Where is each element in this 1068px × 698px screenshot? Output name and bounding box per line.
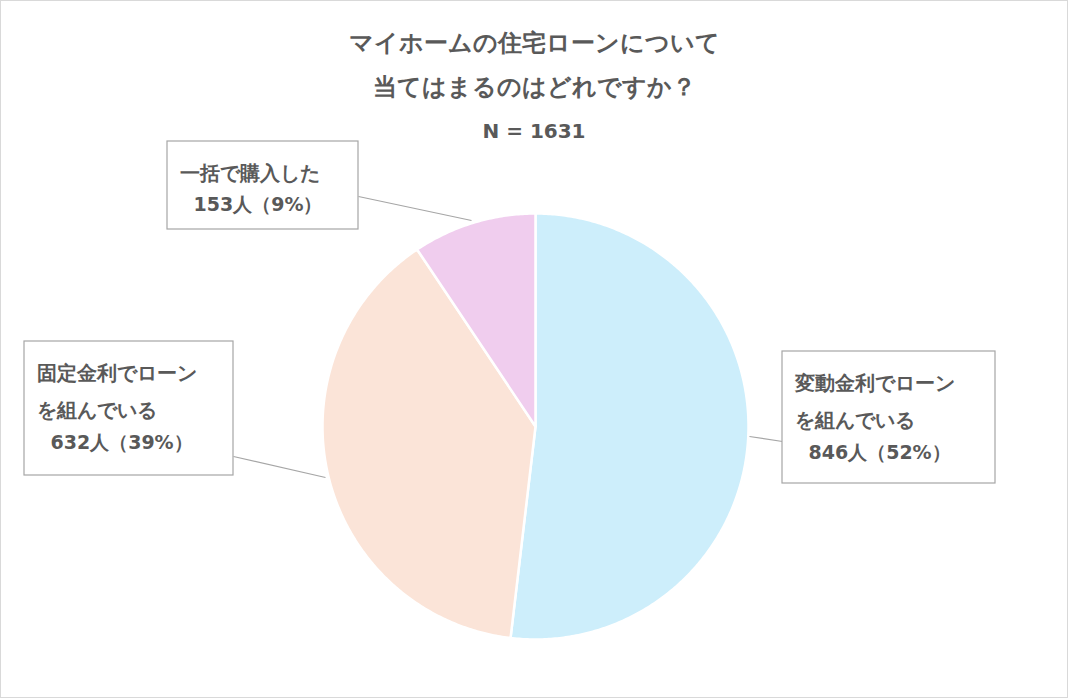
svg-text:変動金利でローンを組んでいる: 変動金利でローンを組んでいる [794,371,955,432]
svg-text:632人（39%）: 632人（39%） [51,431,193,453]
svg-text:846人（52%）: 846人（52%） [809,441,951,463]
svg-text:153人（9%）: 153人（9%） [194,193,323,215]
html-text:マイホームの住宅ローンについて 当てはまるのはどれですか？: マイホームの住宅ローンについて 当てはまるのはどれですか？ [348,29,720,101]
svg-text:一括で購入した: 一括で購入した [180,161,320,185]
svg-text:固定金利でローンを組んでいる: 固定金利でローンを組んでいる [37,361,197,422]
html-text:N = 1631: N = 1631 [482,119,586,143]
